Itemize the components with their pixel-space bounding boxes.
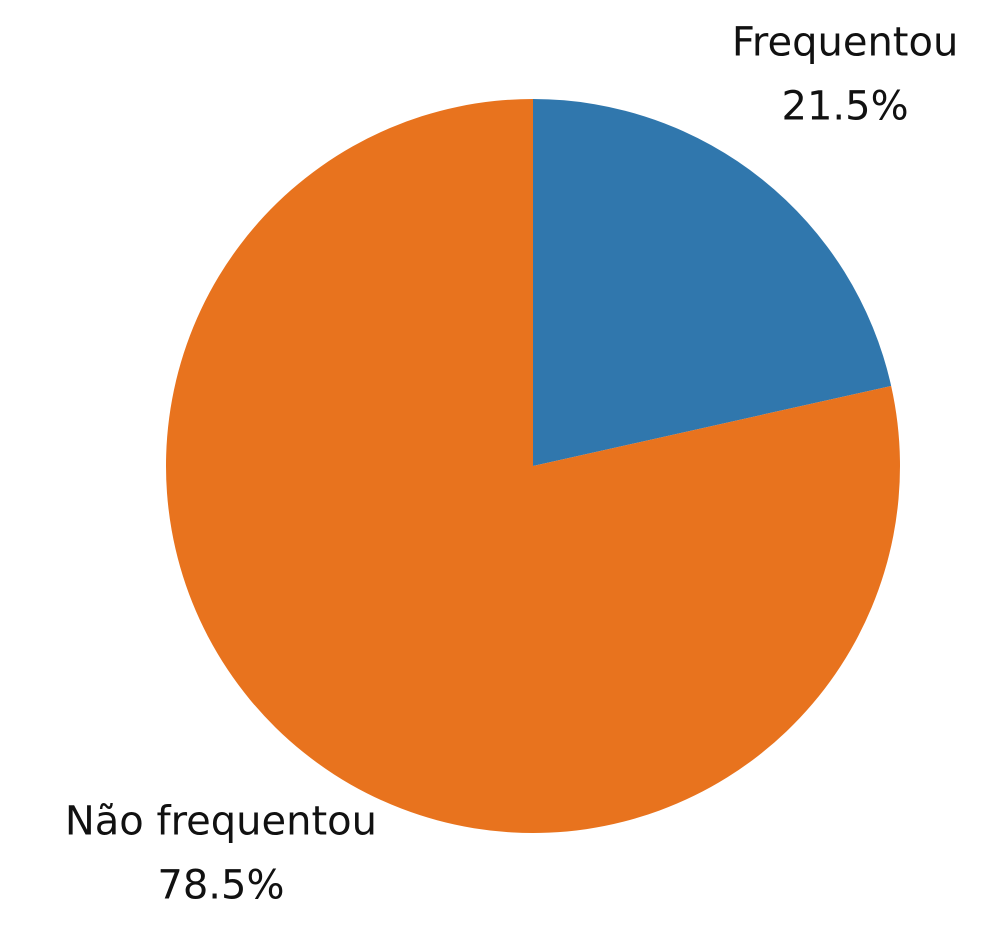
- slice-value-label: 21.5%: [782, 83, 909, 129]
- pie-slice: [165, 99, 901, 833]
- slice-label: Não frequentou: [65, 799, 377, 845]
- pie-slice: [533, 99, 892, 466]
- slice-label: Frequentou: [732, 19, 958, 65]
- slice-value-label: 78.5%: [157, 863, 284, 909]
